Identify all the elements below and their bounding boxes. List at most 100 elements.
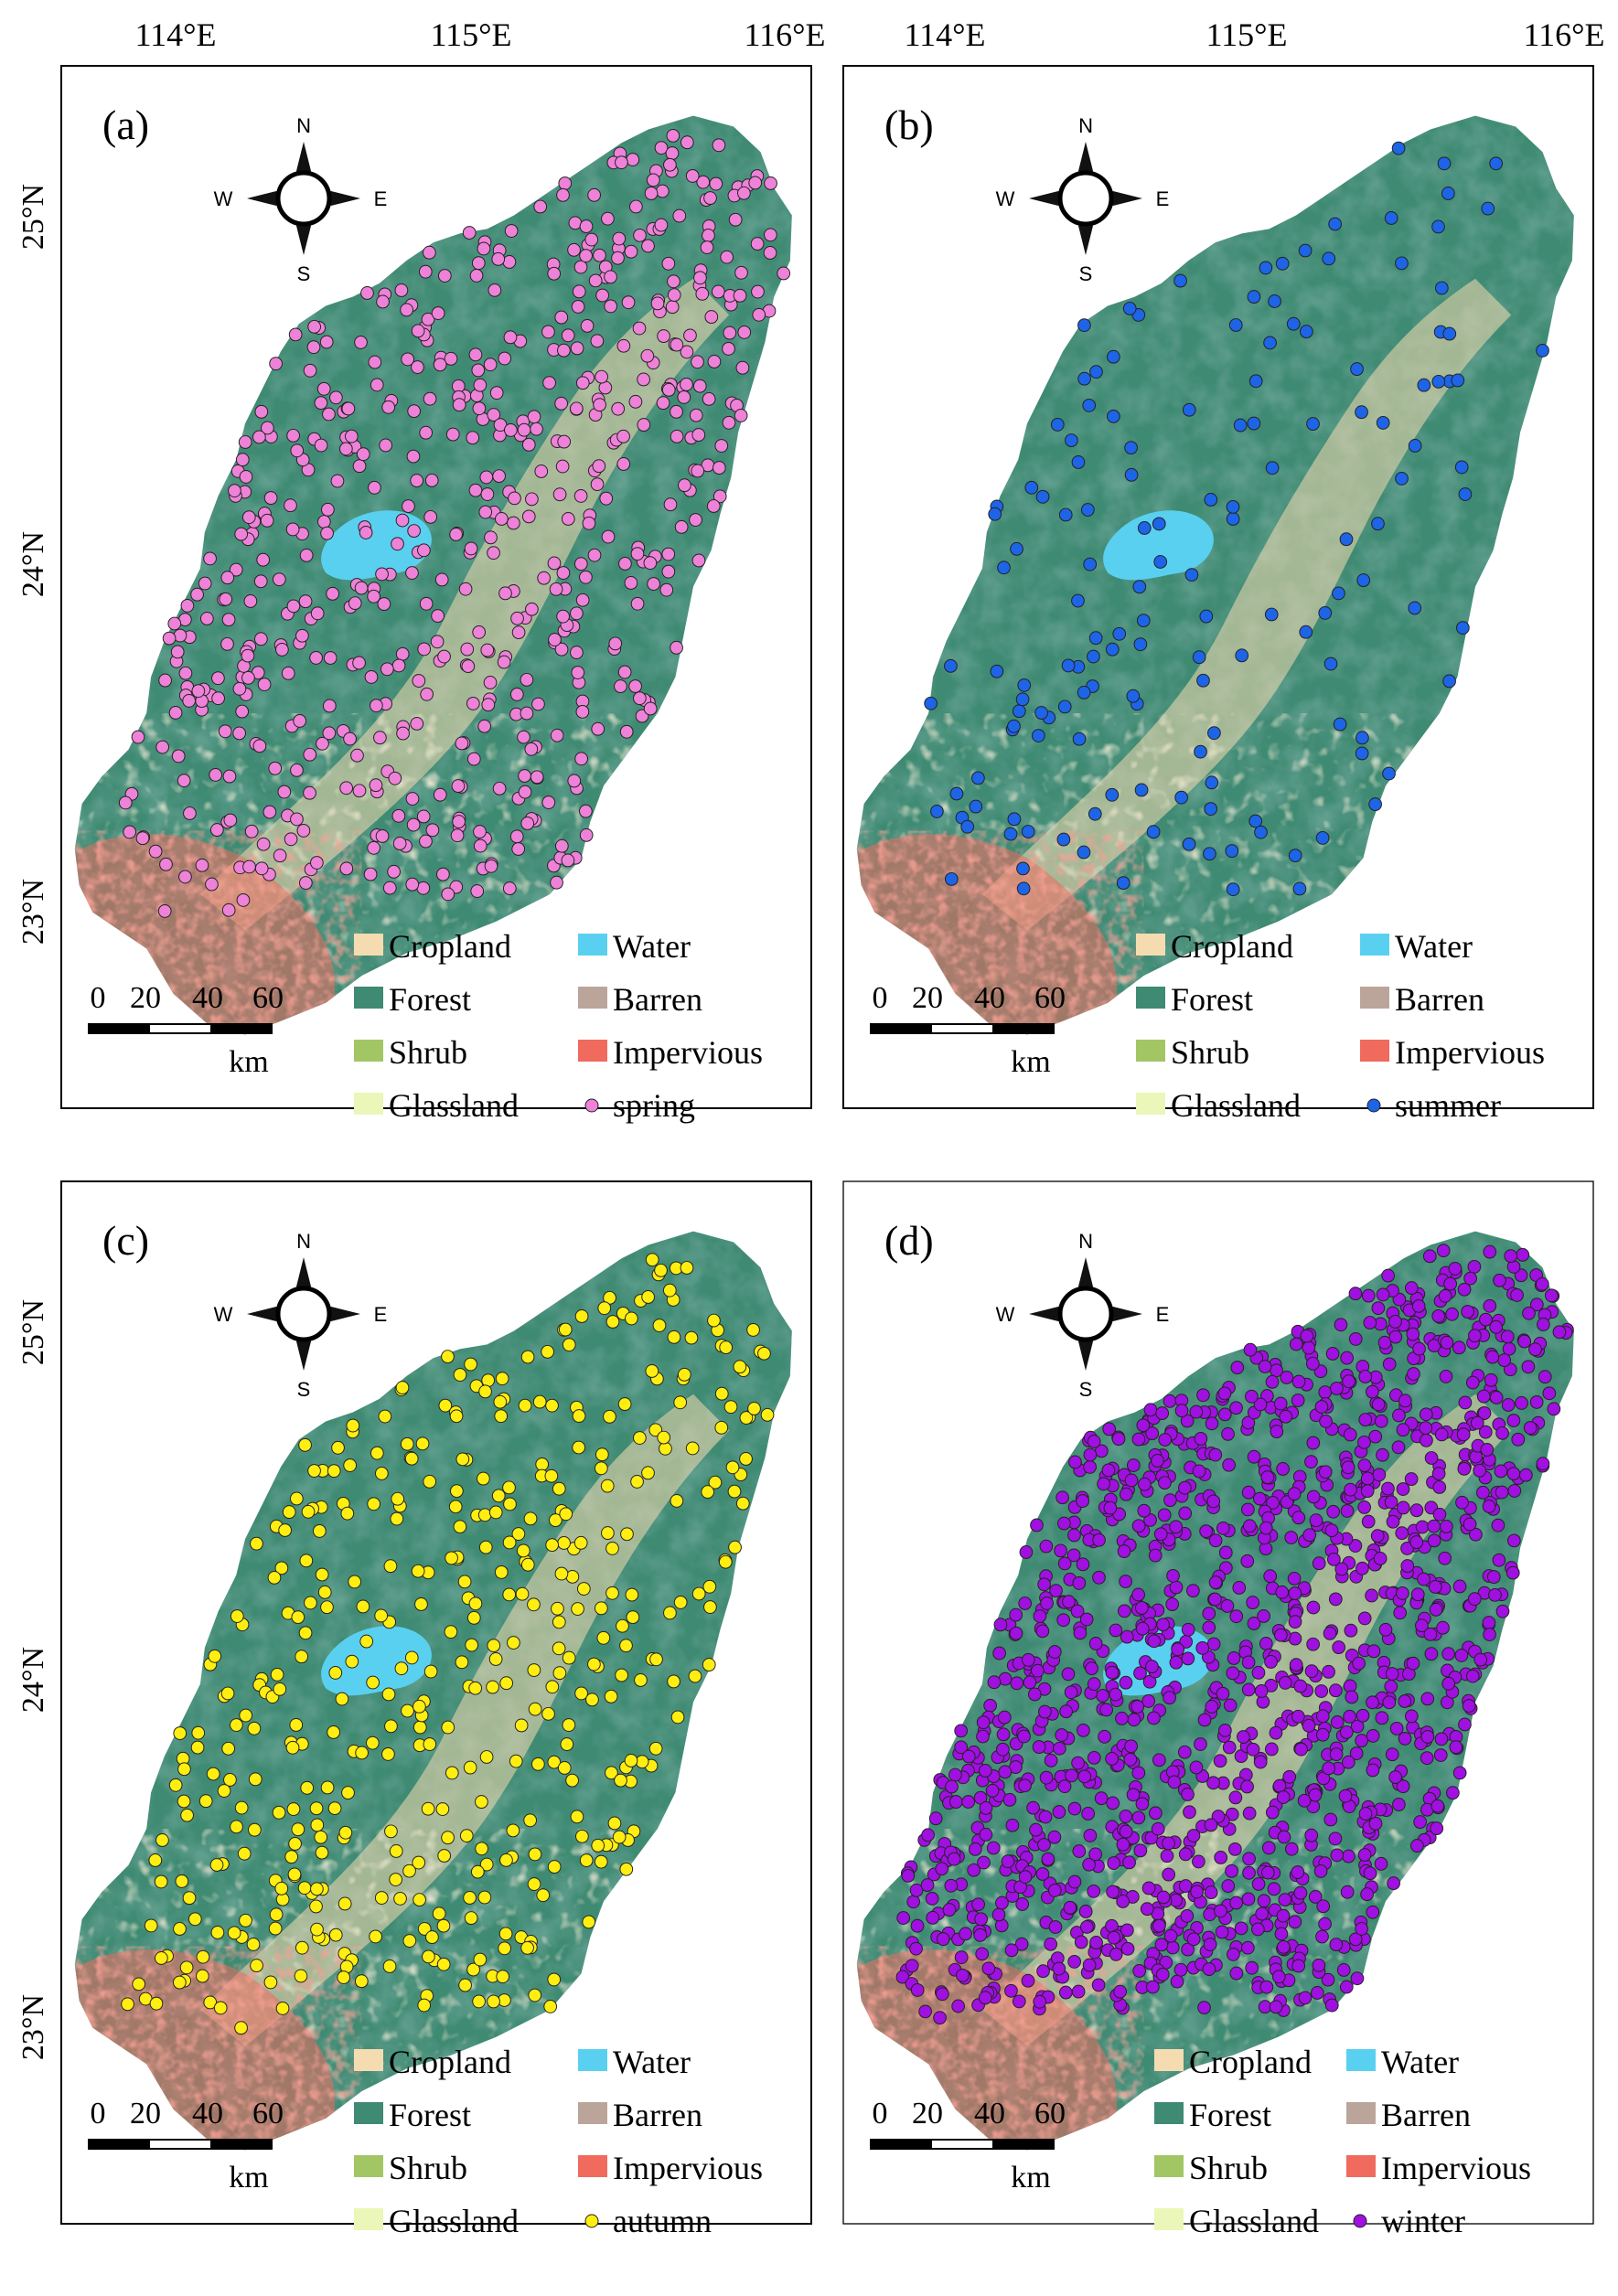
observation-point xyxy=(1271,1970,1286,1984)
observation-point xyxy=(480,643,495,657)
observation-point xyxy=(1276,1462,1290,1476)
observation-point xyxy=(556,187,570,202)
observation-point xyxy=(310,606,325,621)
observation-point xyxy=(1245,1389,1259,1404)
observation-point xyxy=(1085,1661,1098,1676)
observation-point xyxy=(1074,1935,1088,1949)
observation-point xyxy=(1442,674,1456,689)
observation-point xyxy=(1087,1677,1101,1692)
observation-point xyxy=(670,1493,684,1508)
observation-point xyxy=(1234,1921,1248,1936)
observation-point xyxy=(677,1367,691,1382)
observation-point xyxy=(1056,1613,1071,1628)
observation-point xyxy=(706,499,721,513)
observation-point xyxy=(1133,637,1148,652)
observation-point xyxy=(1018,1778,1032,1793)
observation-point xyxy=(737,325,752,339)
observation-point xyxy=(1023,1675,1037,1690)
observation-point xyxy=(521,437,536,452)
observation-point xyxy=(944,658,958,673)
observation-point xyxy=(455,1452,470,1467)
observation-point xyxy=(232,726,246,741)
observation-point xyxy=(1366,1644,1381,1659)
observation-point xyxy=(654,218,669,232)
observation-point xyxy=(367,840,380,855)
observation-point xyxy=(1483,1628,1496,1641)
observation-point xyxy=(1058,507,1073,522)
observation-point xyxy=(616,1618,629,1633)
observation-point xyxy=(472,625,487,639)
observation-point xyxy=(230,1820,243,1834)
compass-n-label: N xyxy=(296,114,311,137)
observation-point xyxy=(1265,1374,1280,1389)
observation-point xyxy=(1205,1416,1219,1431)
observation-point xyxy=(696,175,711,189)
observation-point xyxy=(1048,1920,1063,1934)
observation-point xyxy=(444,351,458,366)
observation-point xyxy=(121,1997,134,2012)
observation-point xyxy=(1089,365,1103,379)
observation-point xyxy=(1146,1980,1160,1994)
observation-point xyxy=(723,1400,738,1415)
observation-point xyxy=(1482,1500,1496,1513)
observation-point xyxy=(173,1922,187,1936)
observation-point xyxy=(1481,201,1495,216)
observation-point xyxy=(1391,141,1406,155)
observation-point xyxy=(960,819,975,834)
observation-point xyxy=(1361,1514,1376,1529)
observation-point xyxy=(395,513,410,528)
observation-point xyxy=(1441,1676,1456,1691)
observation-point xyxy=(1542,1386,1557,1401)
observation-point xyxy=(579,804,593,818)
observation-point xyxy=(525,602,539,616)
observation-point xyxy=(1140,1902,1154,1917)
observation-point xyxy=(504,423,518,437)
observation-point xyxy=(206,1767,220,1781)
observation-point xyxy=(287,1867,302,1882)
observation-point xyxy=(720,250,734,264)
compass-ring xyxy=(275,1286,332,1342)
observation-point xyxy=(1343,1709,1356,1724)
observation-point xyxy=(996,1727,1011,1742)
observation-point xyxy=(417,543,431,558)
observation-point xyxy=(1071,1984,1086,1999)
reservoir xyxy=(321,510,432,581)
observation-point xyxy=(475,1842,488,1856)
compass-e-label: E xyxy=(1156,187,1170,210)
observation-point xyxy=(1087,1750,1101,1765)
compass-arrows xyxy=(1029,1257,1142,1371)
observation-point xyxy=(1440,1335,1454,1350)
observation-point xyxy=(1400,1541,1414,1555)
observation-point xyxy=(921,1828,935,1842)
river-mouth xyxy=(80,2045,130,2089)
observation-point xyxy=(499,1676,514,1691)
observation-point xyxy=(1408,439,1422,453)
observation-point xyxy=(155,1833,169,1847)
observation-point xyxy=(573,1535,588,1550)
observation-point xyxy=(495,1372,509,1386)
observation-point xyxy=(579,828,594,842)
observation-point xyxy=(1260,1865,1275,1880)
observation-point xyxy=(1312,1958,1326,1972)
observation-point xyxy=(1228,1790,1243,1805)
observation-point xyxy=(1332,586,1345,601)
observation-point xyxy=(1241,1892,1256,1906)
observation-point xyxy=(285,522,300,537)
observation-point xyxy=(1280,1371,1294,1384)
observation-point xyxy=(1468,1329,1482,1343)
observation-point xyxy=(1348,1287,1363,1301)
compass-s-label: S xyxy=(297,262,311,285)
observation-point xyxy=(948,1795,963,1810)
observation-point xyxy=(1057,1779,1072,1794)
observation-point xyxy=(633,691,647,706)
observation-point xyxy=(1492,1553,1506,1567)
observation-point xyxy=(1439,1520,1453,1533)
observation-point xyxy=(961,1795,976,1809)
panel-frame xyxy=(842,65,1594,1109)
observation-point xyxy=(1124,1739,1139,1754)
observation-point xyxy=(1329,1938,1344,1952)
observation-point xyxy=(356,447,370,462)
observation-point xyxy=(663,497,678,512)
legend-label-cropland: Cropland xyxy=(1189,2044,1312,2080)
observation-point xyxy=(711,284,725,299)
